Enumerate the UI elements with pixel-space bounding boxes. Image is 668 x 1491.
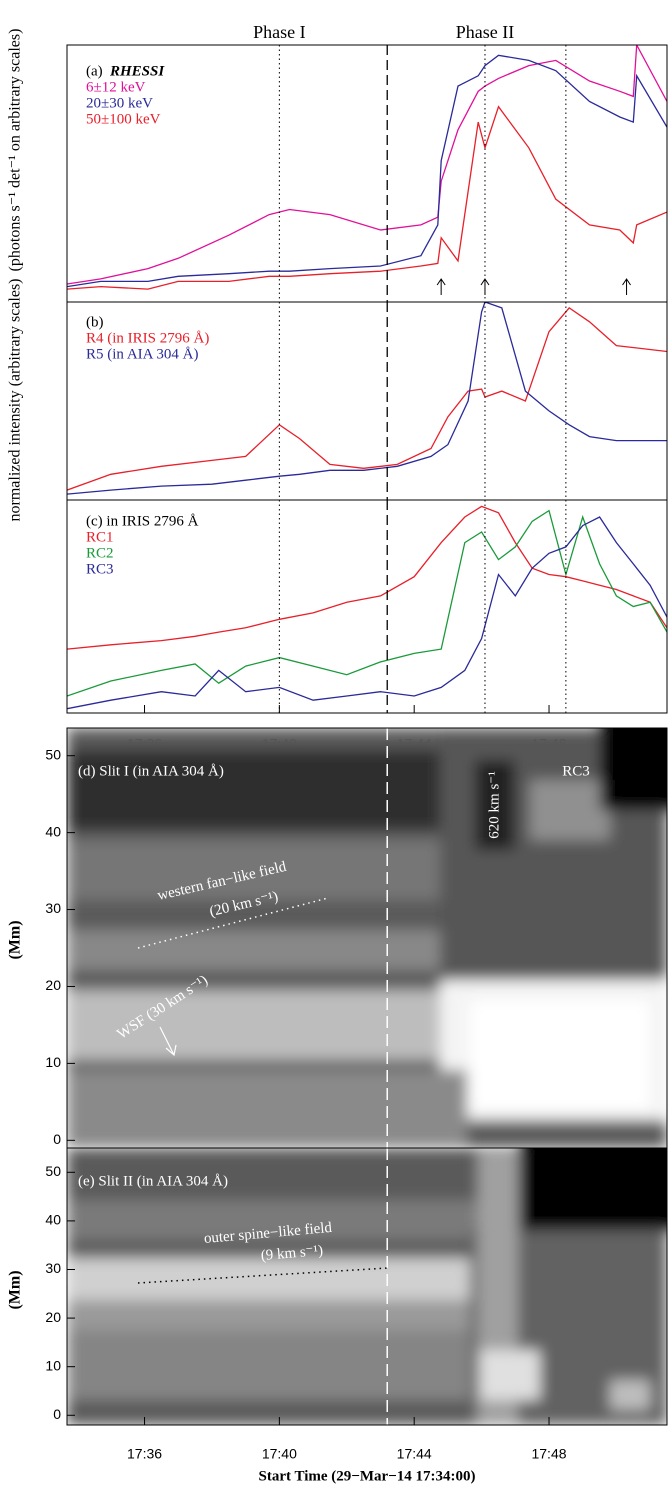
map-region xyxy=(530,780,610,840)
pointer-arrow xyxy=(159,1026,177,1057)
map-region xyxy=(67,1300,487,1330)
y-tick-label: 30 xyxy=(45,900,61,916)
map-region xyxy=(67,750,447,830)
map-region xyxy=(480,1350,540,1400)
y-tick-label: 40 xyxy=(45,823,61,839)
map-region xyxy=(67,1200,487,1240)
x-axis-label: Start Time (29−Mar−14 17:34:00) xyxy=(259,1468,476,1484)
y-tick-label: 0 xyxy=(53,1131,61,1147)
map-region xyxy=(520,1148,667,1230)
map-region xyxy=(67,1258,497,1300)
intensity-map xyxy=(67,1148,667,1425)
legend-entry: R5 (in AIA 304 Å) xyxy=(86,346,199,362)
map-region xyxy=(67,840,467,900)
x-tick-label: 17:40 xyxy=(262,1446,297,1462)
map-region xyxy=(67,1070,467,1148)
panel-frame xyxy=(66,44,668,303)
y-tick-label: 0 xyxy=(53,1406,61,1422)
y-tick-label: 20 xyxy=(45,977,61,993)
legend-entry: RC3 xyxy=(86,561,114,577)
y-tick-label: 50 xyxy=(45,1163,61,1179)
data-line xyxy=(67,307,667,491)
y-axis-label: (photons s⁻¹ det⁻¹ on arbitrary scales) xyxy=(7,29,24,272)
map-region xyxy=(67,930,467,970)
intensity-blur xyxy=(67,728,667,1148)
y-axis-label: (Mm) xyxy=(7,1270,24,1309)
x-tick-label: 17:48 xyxy=(531,1446,566,1462)
map-region xyxy=(470,1000,650,1110)
panel-label: (a) xyxy=(86,63,103,79)
y-tick-label: 20 xyxy=(45,1309,61,1325)
x-tick-label: 17:36 xyxy=(127,1446,162,1462)
map-region xyxy=(67,1330,487,1400)
phase-label: Phase II xyxy=(456,22,514,42)
annotation: RC3 xyxy=(562,763,590,779)
legend-entry: RC1 xyxy=(86,529,114,545)
map-region xyxy=(475,760,515,850)
arrow xyxy=(480,278,490,295)
x-tick-label: 17:44 xyxy=(397,1446,432,1462)
data-line xyxy=(67,516,667,710)
legend-entry: RC2 xyxy=(86,545,114,561)
intensity-map xyxy=(67,728,667,1148)
annotation: 620 km s⁻¹ xyxy=(486,771,502,838)
y-tick-label: 30 xyxy=(45,1260,61,1276)
arrow xyxy=(436,278,446,295)
map-region xyxy=(610,1380,650,1410)
panel-label: (b) xyxy=(86,314,104,330)
y-tick-label: 10 xyxy=(45,1357,61,1373)
panel-label: (e) Slit II (in AIA 304 Å) xyxy=(78,1173,228,1189)
y-tick-label: 10 xyxy=(45,1054,61,1070)
legend-entry: R4 (in IRIS 2796 Å) xyxy=(86,330,209,346)
arrow xyxy=(622,278,631,295)
y-tick-label: 50 xyxy=(45,746,61,762)
legend-entry: 50±100 keV xyxy=(86,111,161,127)
phase-label: Phase I xyxy=(253,22,306,42)
annotation: (9 km s⁻¹) xyxy=(260,1243,324,1264)
data-line xyxy=(67,54,667,288)
data-line xyxy=(67,302,667,495)
panel-title: RHESSI xyxy=(109,63,165,79)
panel-frame xyxy=(66,1147,668,1426)
map-region xyxy=(600,728,667,810)
y-tick-label: 40 xyxy=(45,1212,61,1228)
y-axis-label: normalized intensity (arbitrary scales) xyxy=(7,278,24,521)
panel-label: (d) Slit I (in AIA 304 Å) xyxy=(78,763,224,779)
panel-label: (c) in IRIS 2796 Å xyxy=(86,513,199,529)
data-line xyxy=(67,105,667,290)
map-region xyxy=(67,990,487,1060)
intensity-blur xyxy=(67,1148,667,1425)
y-axis-label: (Mm) xyxy=(7,920,24,959)
data-line xyxy=(67,505,667,650)
legend-entry: 20±30 keV xyxy=(86,95,153,111)
panel-frame xyxy=(66,499,668,714)
data-line xyxy=(67,45,667,285)
data-line xyxy=(67,509,667,697)
legend-entry: 6±12 keV xyxy=(86,79,146,95)
